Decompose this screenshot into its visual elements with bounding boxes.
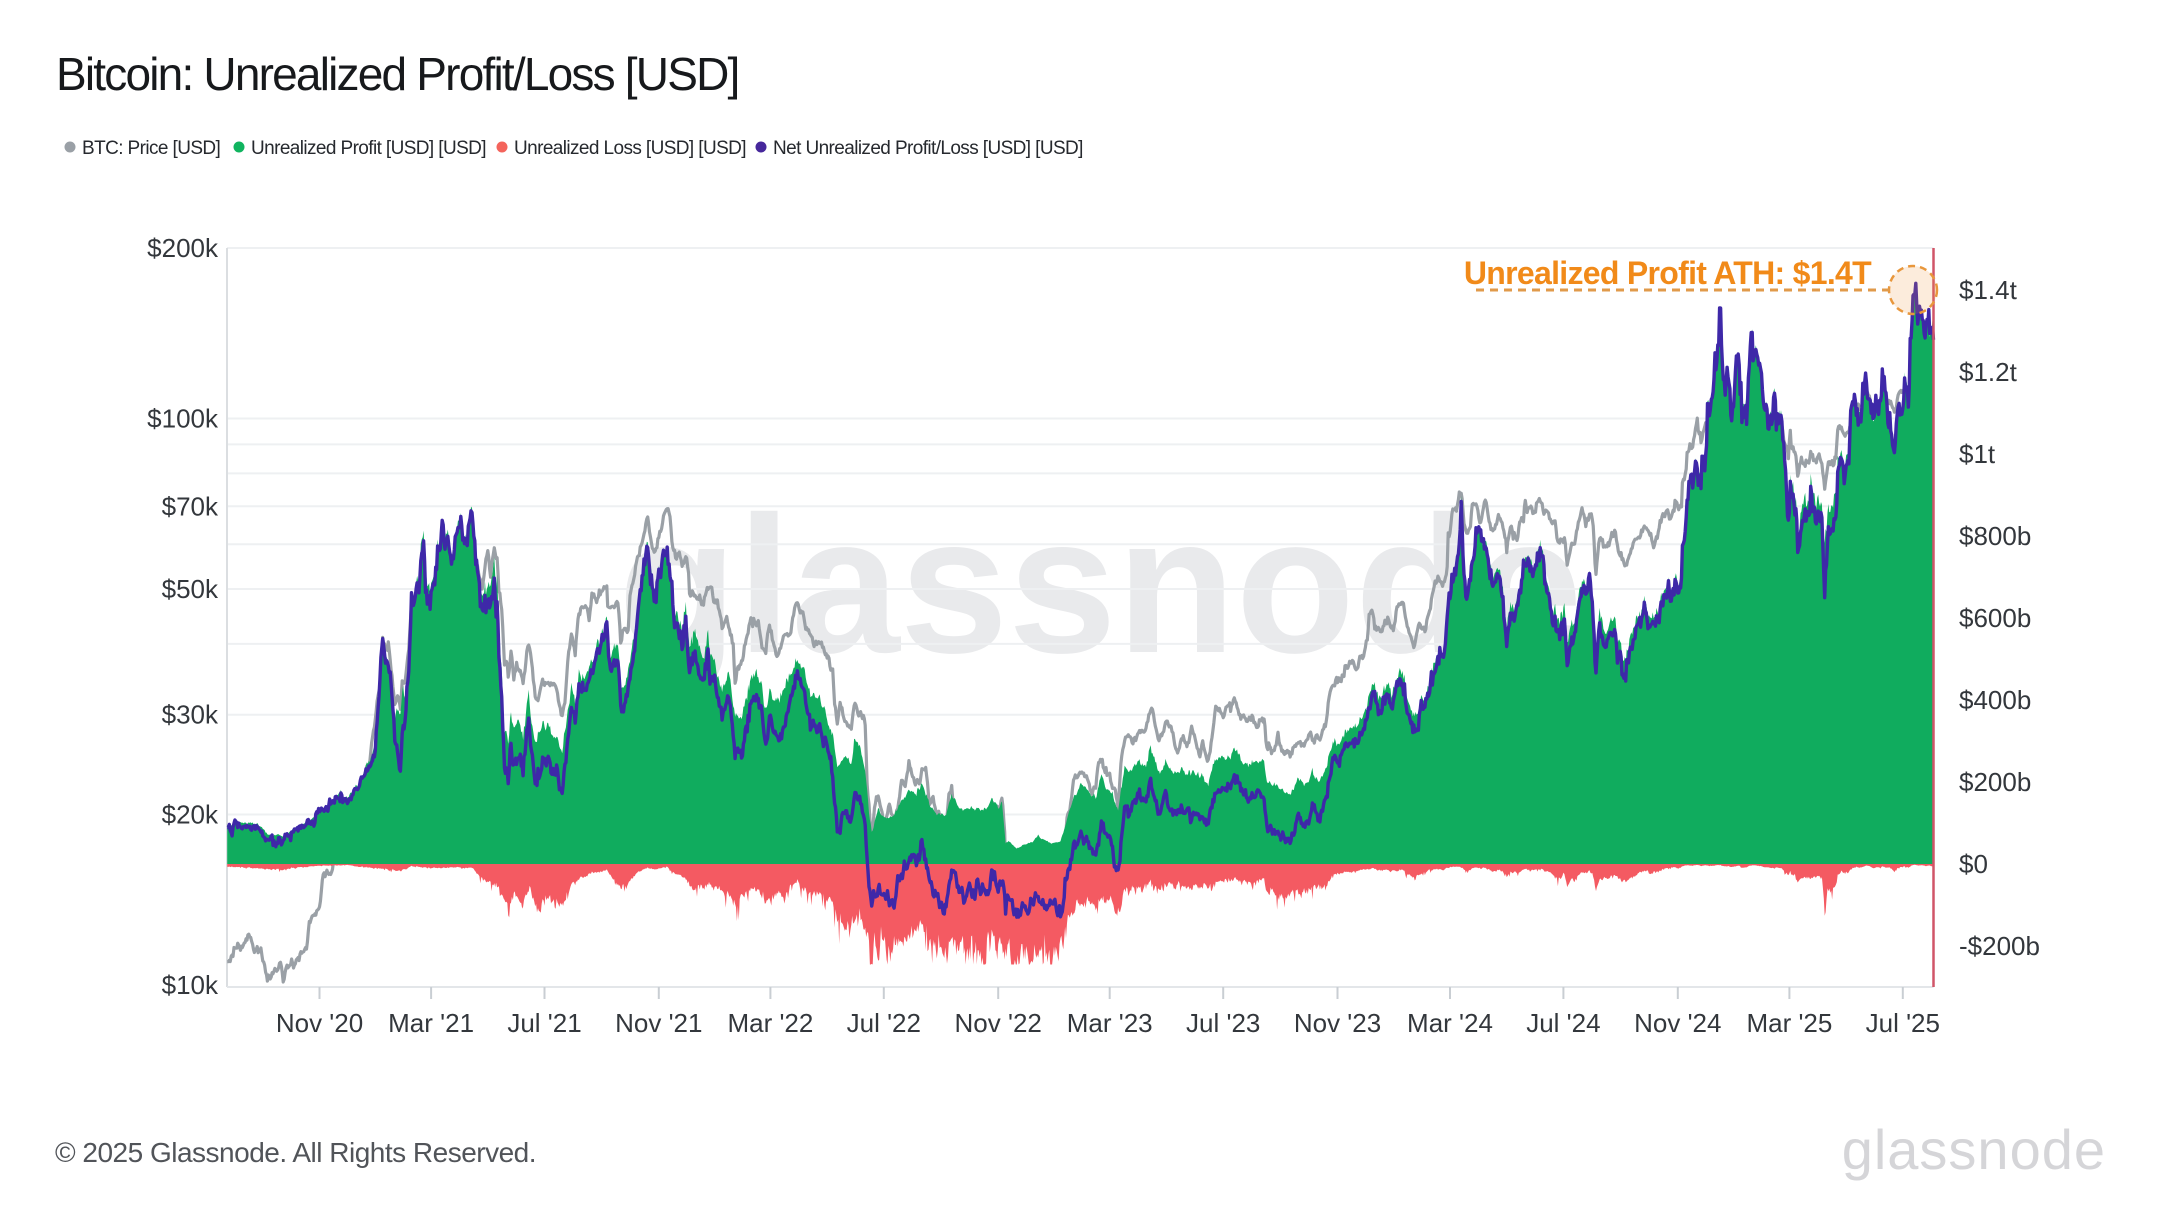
svg-text:$1.2t: $1.2t xyxy=(1959,357,2018,387)
svg-text:Mar '24: Mar '24 xyxy=(1407,1008,1493,1038)
svg-text:Jul '25: Jul '25 xyxy=(1866,1008,1940,1038)
svg-text:Jul '21: Jul '21 xyxy=(507,1008,581,1038)
svg-text:Mar '25: Mar '25 xyxy=(1746,1008,1832,1038)
svg-text:Net Unrealized Profit/Loss [US: Net Unrealized Profit/Loss [USD] [USD] xyxy=(773,138,1083,159)
svg-text:$800b: $800b xyxy=(1959,521,2031,551)
svg-text:$20k: $20k xyxy=(162,800,219,830)
svg-text:Nov '22: Nov '22 xyxy=(955,1008,1042,1038)
svg-text:$70k: $70k xyxy=(162,491,219,521)
svg-text:$400b: $400b xyxy=(1959,685,2031,715)
svg-text:Unrealized Profit [USD] [USD]: Unrealized Profit [USD] [USD] xyxy=(251,138,486,159)
svg-text:Bitcoin: Unrealized Profit/Los: Bitcoin: Unrealized Profit/Loss [USD] xyxy=(56,48,738,100)
svg-text:glassnode: glassnode xyxy=(618,476,1582,694)
svg-text:Jul '24: Jul '24 xyxy=(1526,1008,1600,1038)
svg-text:$1.4t: $1.4t xyxy=(1959,275,2018,305)
svg-text:Unrealized Loss [USD] [USD]: Unrealized Loss [USD] [USD] xyxy=(514,138,746,159)
svg-text:$100k: $100k xyxy=(147,404,219,434)
svg-text:Mar '23: Mar '23 xyxy=(1067,1008,1153,1038)
svg-text:Unrealized Profit ATH: $1.4T: Unrealized Profit ATH: $1.4T xyxy=(1464,255,1872,291)
svg-text:Jul '22: Jul '22 xyxy=(847,1008,921,1038)
svg-text:Mar '21: Mar '21 xyxy=(388,1008,474,1038)
svg-text:Jul '23: Jul '23 xyxy=(1186,1008,1260,1038)
svg-text:$10k: $10k xyxy=(162,970,219,1000)
svg-text:$30k: $30k xyxy=(162,700,219,730)
svg-text:$0: $0 xyxy=(1959,849,1988,879)
svg-text:Nov '21: Nov '21 xyxy=(615,1008,702,1038)
svg-text:Mar '22: Mar '22 xyxy=(727,1008,813,1038)
svg-text:Nov '20: Nov '20 xyxy=(276,1008,363,1038)
svg-text:$600b: $600b xyxy=(1959,603,2031,633)
svg-text:© 2025 Glassnode. All Rights R: © 2025 Glassnode. All Rights Reserved. xyxy=(55,1137,536,1168)
svg-text:-$200b: -$200b xyxy=(1959,931,2040,961)
svg-text:BTC: Price [USD]: BTC: Price [USD] xyxy=(82,138,220,159)
svg-text:Nov '24: Nov '24 xyxy=(1634,1008,1721,1038)
svg-text:$50k: $50k xyxy=(162,574,219,604)
svg-text:glassnode: glassnode xyxy=(1842,1118,2106,1181)
svg-text:$200k: $200k xyxy=(147,233,219,263)
svg-text:Nov '23: Nov '23 xyxy=(1294,1008,1381,1038)
svg-text:$200b: $200b xyxy=(1959,767,2031,797)
svg-text:$1t: $1t xyxy=(1959,439,1996,469)
